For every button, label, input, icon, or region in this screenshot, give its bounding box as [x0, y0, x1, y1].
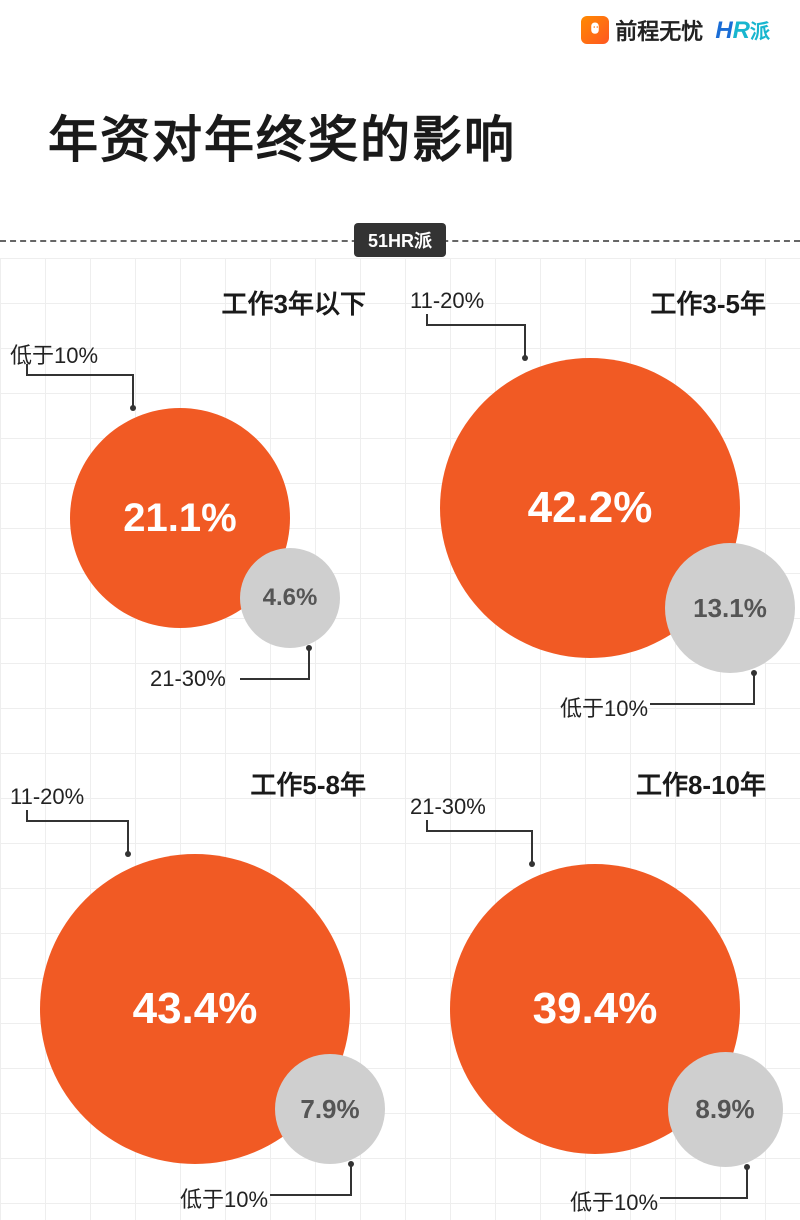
small-bubble: 13.1%: [665, 543, 795, 673]
big-bubble-label: 11-20%: [410, 288, 484, 314]
leader-line: [308, 648, 310, 678]
leader-line: [426, 314, 428, 324]
leader-dot: [348, 1161, 354, 1167]
logo-hr-r: R: [733, 17, 750, 44]
leader-line: [26, 364, 28, 374]
logo-hrpai: HR派: [715, 15, 770, 45]
header: 前程无忧 HR派: [0, 0, 800, 60]
panel-title: 工作8-10年: [636, 765, 766, 802]
leader-dot: [751, 670, 757, 676]
leader-dot: [130, 405, 136, 411]
logo-qianchengwuyou: 前程无忧: [581, 14, 703, 46]
leader-line: [26, 374, 132, 376]
logo-hr-h: H: [715, 17, 732, 44]
leader-line: [26, 810, 28, 820]
leader-line: [426, 830, 531, 832]
panel-title: 工作5-8年: [250, 765, 366, 802]
leader-line: [531, 830, 533, 864]
leader-dot: [522, 355, 528, 361]
leader-line: [746, 1167, 748, 1197]
leader-dot: [306, 645, 312, 651]
panel-0: 工作3年以下21.1%4.6%低于10%21-30%: [0, 258, 400, 739]
leader-line: [127, 820, 129, 854]
small-bubble-label: 低于10%: [560, 691, 648, 723]
small-bubble-label: 低于10%: [570, 1185, 658, 1217]
leader-line: [426, 324, 524, 326]
page-title: 年资对年终奖的影响: [0, 60, 800, 222]
big-bubble-label: 21-30%: [410, 794, 486, 820]
leader-dot: [529, 861, 535, 867]
panels: 工作3年以下21.1%4.6%低于10%21-30%工作3-5年42.2%13.…: [0, 258, 800, 1220]
leader-line: [132, 374, 134, 408]
logo-hr-pai: 派: [750, 21, 770, 43]
leader-line: [240, 678, 310, 680]
big-bubble-label: 11-20%: [10, 784, 84, 810]
leader-line: [270, 1194, 352, 1196]
leader-dot: [125, 851, 131, 857]
leader-line: [426, 820, 428, 830]
big-bubble-label: 低于10%: [10, 338, 98, 370]
leader-line: [660, 1197, 748, 1199]
small-bubble: 8.9%: [668, 1052, 783, 1167]
panel-title: 工作3年以下: [222, 284, 366, 321]
hand-icon: [581, 16, 609, 44]
leader-line: [524, 324, 526, 358]
leader-line: [753, 673, 755, 703]
leader-line: [350, 1164, 352, 1194]
leader-line: [26, 820, 127, 822]
small-bubble-label: 低于10%: [180, 1182, 268, 1214]
chart-grid: 工作3年以下21.1%4.6%低于10%21-30%工作3-5年42.2%13.…: [0, 258, 800, 1220]
leader-line: [650, 703, 755, 705]
small-bubble-label: 21-30%: [150, 666, 226, 692]
divider-badge: 51HR派: [354, 223, 446, 257]
brand1-text: 前程无忧: [615, 14, 703, 46]
panel-title: 工作3-5年: [650, 284, 766, 321]
divider: 51HR派: [0, 222, 800, 258]
small-bubble: 4.6%: [240, 548, 340, 648]
panel-1: 工作3-5年42.2%13.1%11-20%低于10%: [400, 258, 800, 739]
leader-dot: [744, 1164, 750, 1170]
